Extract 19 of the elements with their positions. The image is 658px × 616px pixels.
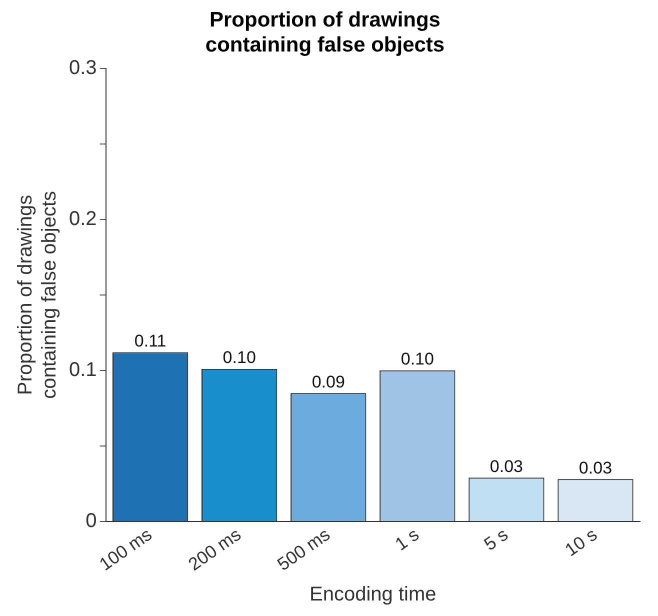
x-tick-label: 5 s — [480, 524, 512, 554]
data-label: 0.10 — [222, 348, 256, 368]
data-label: 0.03 — [578, 458, 612, 478]
y-tick-label: 0.2 — [68, 208, 97, 230]
y-tick-label: 0 — [86, 510, 97, 532]
data-label: 0.10 — [400, 350, 434, 369]
x-tick-label: 100 ms — [96, 524, 156, 574]
data-label: 0.11 — [134, 332, 166, 350]
y-tick-label: 0.3 — [68, 56, 97, 79]
x-tick-label: 200 ms — [184, 524, 244, 574]
x-tick-label: 1 s — [391, 524, 423, 554]
x-tick-label: 10 s — [561, 524, 601, 560]
data-label: 0.09 — [312, 372, 345, 392]
y-axis-title: Proportion of drawings containing false objects — [14, 190, 61, 399]
x-axis-title: Encoding time — [310, 584, 436, 606]
data-label: 0.03 — [490, 456, 523, 476]
chart-title: Proportion of drawings containing false objects — [205, 8, 445, 57]
y-tick-label: 0.1 — [68, 358, 97, 381]
x-tick-label: 500 ms — [274, 524, 334, 574]
